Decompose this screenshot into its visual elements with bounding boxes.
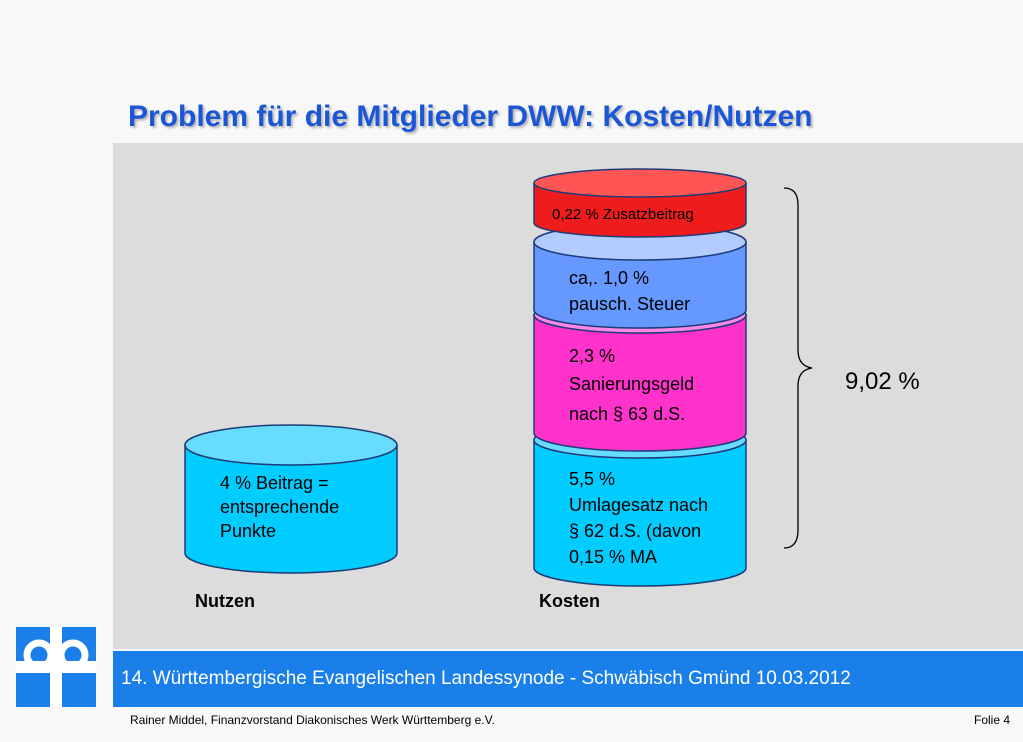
svg-text:5,5 % Umlagesatz nach: 5,5 % Umlagesatz nach § 62 d.S. (davon 0… (569, 469, 713, 567)
zusatz-line-1: 0,22 % Zusatzbeitrag (552, 206, 694, 223)
sanierung-line-2: Sanierungsgeld (569, 374, 694, 394)
footer-title: 14. Württembergische Evangelischen Lande… (121, 668, 851, 689)
umlage-line-1: 5,5 % (569, 469, 615, 489)
steuer-line-1: ca,. 1,0 % (569, 268, 649, 288)
total-brace (783, 187, 813, 549)
svg-text:2,3 % Sanierungsgeld: 2,3 % Sanierungsgeld nach § 63 d.S. (569, 346, 699, 424)
nutzen-cylinder: 4 % Beitrag = entsprechende Punkte (184, 424, 398, 574)
total-value: 9,02 % (845, 368, 920, 395)
byline: Rainer Middel, Finanzvorstand Diakonisch… (130, 713, 495, 727)
sanierung-line-3: nach § 63 d.S. (569, 404, 685, 424)
kosten-layer-zusatz: 0,22 % Zusatzbeitrag (533, 168, 747, 238)
footer-bar: 14. Württembergische Evangelischen Lande… (113, 651, 1023, 707)
umlage-line-3: § 62 d.S. (davon (569, 521, 701, 541)
nutzen-line-2: entsprechende (220, 497, 339, 517)
nutzen-label: Nutzen (195, 591, 255, 611)
kosten-label: Kosten (539, 591, 601, 611)
umlage-line-4: 0,15 % MA (569, 547, 657, 567)
kosten-layer-steuer: ca,. 1,0 % pausch. Steuer (533, 223, 747, 329)
sanierung-line-1: 2,3 % (569, 346, 615, 366)
svg-text:0,22 % Zusatzbeitrag: 0,22 % Zusatzbeitrag (552, 206, 694, 223)
umlage-line-2: Umlagesatz nach (569, 495, 708, 515)
nutzen-line-3: Punkte (220, 521, 276, 541)
steuer-line-2: pausch. Steuer (569, 294, 690, 314)
svg-text:4 % Beitrag = entspreche: 4 % Beitrag = entsprechende Punkte (220, 473, 344, 541)
diakonie-logo (16, 627, 96, 707)
slide-number: Folie 4 (974, 713, 1011, 727)
nutzen-line-1: 4 % Beitrag = (220, 473, 329, 493)
slide-title: Problem für die Mitglieder DWW: Kosten/N… (128, 100, 813, 133)
svg-text:ca,. 1,0 % pausch. Steue: ca,. 1,0 % pausch. Steuer (569, 268, 690, 314)
